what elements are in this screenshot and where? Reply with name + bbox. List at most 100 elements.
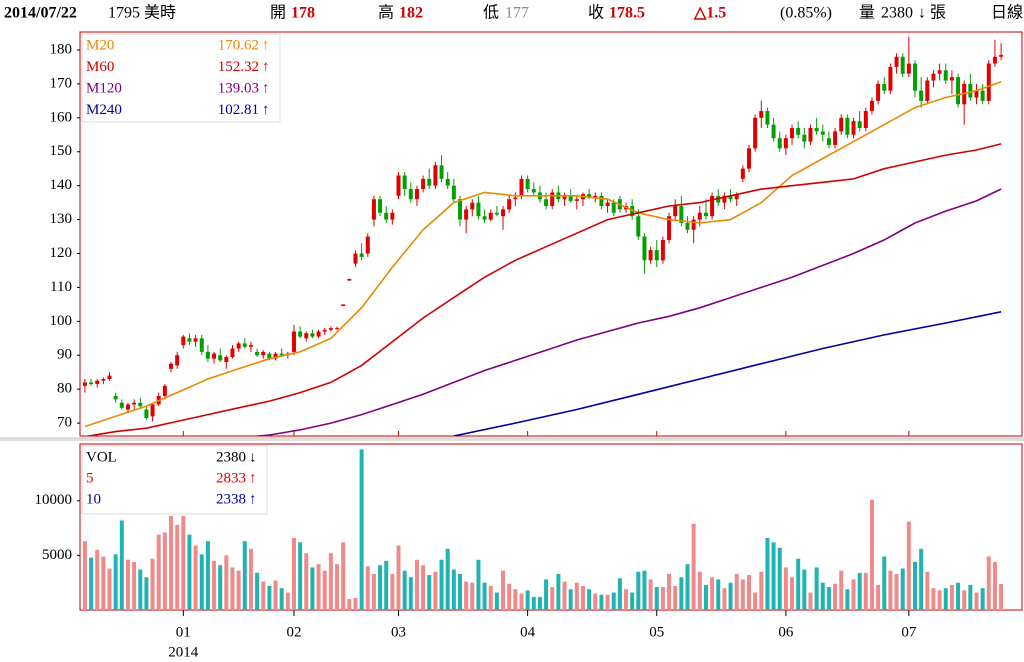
volume-bar <box>537 596 542 610</box>
volume-bar <box>740 579 745 610</box>
candle-body <box>703 212 708 217</box>
volume-bar <box>876 584 881 610</box>
candle-body <box>673 206 678 217</box>
candle-body <box>568 195 573 201</box>
legend-value: 102.81 <box>218 102 259 118</box>
candle-body <box>101 379 106 381</box>
candle-body <box>451 185 456 200</box>
candle-body <box>753 117 758 149</box>
volume-bar <box>414 559 419 610</box>
candle-body <box>562 195 567 200</box>
candle-body <box>82 382 87 386</box>
candle-body <box>685 222 690 230</box>
candle-body <box>365 236 370 254</box>
legend-name: M60 <box>86 59 114 75</box>
volume-bar <box>636 571 641 610</box>
candle-body <box>255 351 260 356</box>
candle-body <box>574 199 579 201</box>
candle-body <box>205 351 210 359</box>
volume-bar <box>980 588 985 610</box>
volume-bar <box>722 588 727 610</box>
moving-averages <box>84 81 1002 436</box>
volume-bar <box>679 577 684 610</box>
candle-body <box>507 199 512 210</box>
candle-body <box>371 199 376 220</box>
volume-bar <box>777 547 782 610</box>
volume-bar <box>703 584 708 610</box>
x-tick-label: 04 <box>520 624 536 640</box>
volume-bar <box>759 571 764 610</box>
volume-bar <box>863 572 868 610</box>
legend-name: M20 <box>86 37 114 53</box>
candle-body <box>138 402 143 407</box>
candle-body <box>113 395 118 400</box>
candle-body <box>187 338 192 342</box>
volume-bar <box>242 541 247 610</box>
candle-body <box>636 216 641 237</box>
volume-bar <box>230 567 235 610</box>
volume-bar <box>445 548 450 610</box>
candle-body <box>722 195 727 203</box>
volume-bar <box>95 549 100 610</box>
volume-bar <box>353 597 358 610</box>
candle-body <box>777 138 782 149</box>
volume-bar <box>660 587 665 610</box>
volume-bar <box>611 592 616 610</box>
y-tick-label: 140 <box>50 177 73 193</box>
volume-bar <box>341 542 346 610</box>
volume-bar <box>218 565 223 610</box>
candle-body <box>599 195 604 207</box>
candle-body <box>89 382 94 385</box>
candle-body <box>439 165 444 179</box>
volume-bar <box>365 566 370 610</box>
volume-bar <box>710 577 715 610</box>
volume-bar <box>550 587 555 610</box>
candle-body <box>882 83 887 91</box>
volume-bar <box>962 590 967 610</box>
candle-body <box>630 206 635 217</box>
volume-bar <box>949 584 954 610</box>
vol-tick-label: 5000 <box>42 547 72 563</box>
volume-bar <box>507 583 512 610</box>
candle-body <box>863 111 868 128</box>
candle-body <box>531 189 536 193</box>
volume-bar <box>531 596 536 610</box>
candle-body <box>125 404 130 410</box>
y-tick-label: 120 <box>50 245 73 261</box>
candle-body <box>943 70 948 81</box>
volume-bar <box>101 556 106 610</box>
volume-bar <box>291 537 296 610</box>
legend-name: 5 <box>86 470 94 486</box>
volume-bar <box>212 560 217 610</box>
candle-body <box>402 175 407 190</box>
candle-body <box>212 353 217 359</box>
candle-body <box>949 77 954 81</box>
candle-body <box>341 304 346 307</box>
y-tick-label: 150 <box>50 143 73 159</box>
candle-body <box>181 336 186 346</box>
volume-bar <box>236 570 241 610</box>
legend-value: 170.62 <box>218 37 259 53</box>
volume-bar <box>378 565 383 610</box>
legend-arrow: ↑ <box>262 102 270 118</box>
candle-body <box>759 111 764 118</box>
volume-bar <box>205 541 210 610</box>
volume-bar <box>119 520 124 610</box>
volume-bar <box>894 573 899 610</box>
candle-body <box>353 253 358 264</box>
x-tick-label: 05 <box>649 624 664 640</box>
volume-bar <box>869 499 874 610</box>
candle-body <box>654 250 659 261</box>
candle-body <box>95 380 100 385</box>
candle-body <box>414 189 419 200</box>
volume-bar <box>261 581 266 610</box>
volume-bar <box>790 577 795 610</box>
candle-body <box>310 333 315 337</box>
volume-bar <box>697 571 702 610</box>
candle-body <box>322 329 327 332</box>
legend-box <box>81 33 281 123</box>
candle-body <box>814 127 819 132</box>
candle-body <box>992 56 997 64</box>
legend-arrow: ↑ <box>262 59 270 75</box>
volume-bar <box>931 588 936 610</box>
